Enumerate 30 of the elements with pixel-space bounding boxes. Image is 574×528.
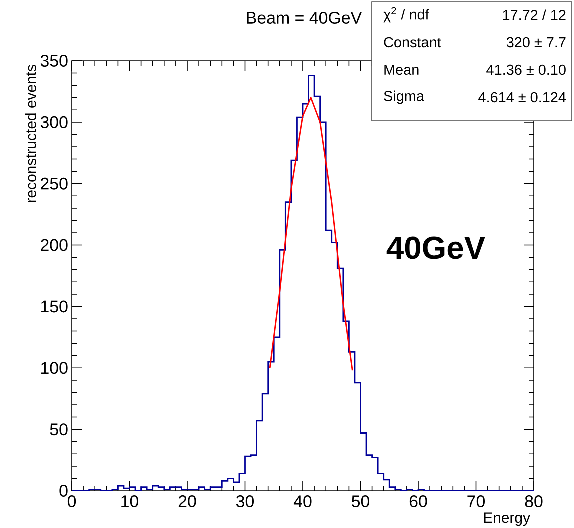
text: 17.72 / 12 [503, 10, 566, 20]
annotation: Mean [384, 64, 419, 76]
annotation: 41.36 ± 0.10 [486, 64, 566, 76]
y-tick-label: 50 [50, 424, 68, 436]
x-tick-label: 80 [525, 496, 543, 508]
y-axis-title: reconstructed events [26, 65, 36, 202]
x-tick-label: 0 [68, 496, 76, 508]
text: 320 ± 7.7 [506, 37, 566, 48]
y-tick-label: 300 [40, 116, 68, 128]
chart-title: Beam = 40GeV [247, 12, 362, 24]
annotation: 4.614 ± 0.124 [478, 92, 566, 103]
x-tick-label: 10 [122, 496, 139, 508]
x-tick-label: 50 [352, 496, 370, 508]
y-tick-label: 200 [41, 239, 68, 252]
text: Constant [384, 37, 442, 48]
annotation: 40GeV [386, 236, 486, 260]
x-tick-label: 20 [178, 496, 196, 508]
x-tick-label: 30 [236, 496, 254, 508]
y-tick-label: 0 [60, 485, 68, 497]
x-tick-label: 70 [468, 496, 486, 508]
x-tick-label: 60 [410, 496, 428, 508]
line-series [269, 97, 354, 372]
annotation: Sigma [384, 90, 424, 104]
y-tick-label: 100 [42, 362, 68, 374]
y-tick-label: 150 [42, 300, 68, 313]
x-tick-label: 40 [294, 496, 312, 508]
y-tick-label: 250 [41, 178, 68, 190]
x-axis-title: Energy [484, 512, 530, 526]
y-tick-label: 350 [40, 55, 68, 67]
text: χ$^{2}$ / ndf [384, 7, 430, 23]
